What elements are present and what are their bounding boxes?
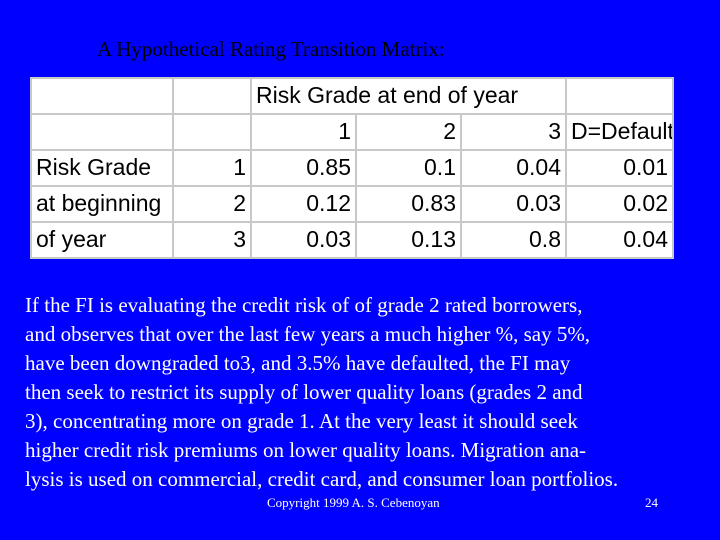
table-cell: 0.03 [460,185,567,223]
table-cell: 1 [172,149,252,187]
transition-table: Risk Grade at end of year 1 2 3 D=Default Ris… [30,77,674,259]
slide-title: A Hypothetical Rating Transition Matrix: [97,37,445,61]
table-cell: 0.13 [355,221,462,259]
body-line: 3), concentrating more on grade 1. At th… [25,409,578,433]
table-cell: 0.12 [250,185,357,223]
table-cell: 0.1 [355,149,462,187]
table-cell: 0.01 [565,149,674,187]
table-cell: of year [30,221,174,259]
table-cell: 0.83 [355,185,462,223]
page-number: 24 [645,495,658,510]
table-cell: 0.04 [565,221,674,259]
table-cell: at beginning [30,185,174,223]
table-cell: 0.02 [565,185,674,223]
body-line: and observes that over the last few year… [25,322,591,346]
table-cell: 2 [355,113,462,151]
table-cell: 0.85 [250,149,357,187]
empty-cell [565,77,674,115]
table-cell: 3 [460,113,567,151]
body-line: If the FI is evaluating the credit risk … [25,293,583,317]
table-cell: 1 [250,113,357,151]
copyright: Copyright 1999 A. S. Cebenoyan [267,495,440,510]
table-cell: 0.03 [250,221,357,259]
body-line: then seek to restrict its supply of lowe… [25,380,583,404]
empty-cell [172,113,252,151]
body-line: have been downgraded to3, and 3.5% have … [25,351,571,375]
empty-cell [30,113,174,151]
table-cell: 0.8 [460,221,567,259]
table-cell: 2 [172,185,252,223]
empty-cell [172,77,252,115]
body-line: lysis is used on commercial, credit card… [25,467,619,491]
table-cell: 0.04 [460,149,567,187]
table-cell: 3 [172,221,252,259]
table-cell: D=Default [565,113,674,151]
empty-cell [30,77,174,115]
table-cell: Risk Grade [30,149,174,187]
table-cell: Risk Grade at end of year [250,77,567,115]
body-line: higher credit risk premiums on lower qua… [25,438,587,462]
